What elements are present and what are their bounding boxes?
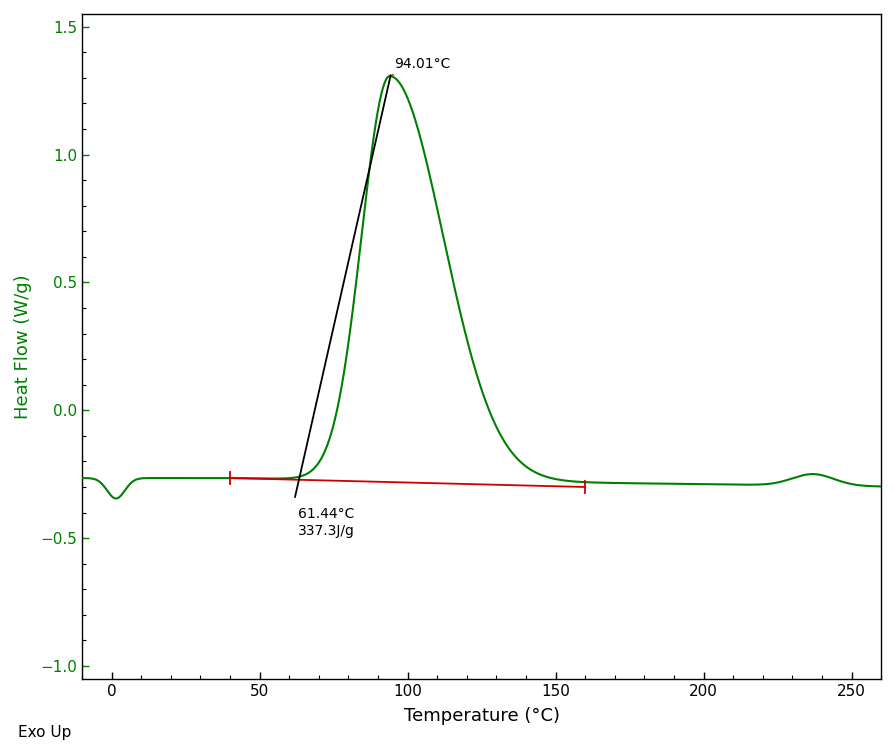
Y-axis label: Heat Flow (W/g): Heat Flow (W/g) (14, 274, 32, 419)
Text: Exo Up: Exo Up (18, 726, 72, 741)
X-axis label: Temperature (°C): Temperature (°C) (403, 707, 559, 725)
Text: 94.01°C: 94.01°C (392, 57, 450, 75)
Text: 61.44°C
337.3J/g: 61.44°C 337.3J/g (298, 507, 355, 538)
